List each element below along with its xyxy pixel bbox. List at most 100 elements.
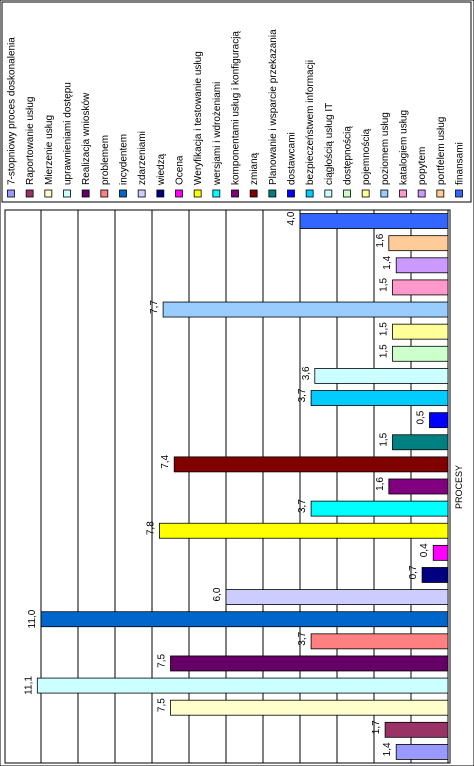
data-label-wiedz: 0,7 (408, 565, 419, 579)
legend-swatch-25 (455, 189, 463, 198)
legend-label-uprawnieniami-dost-pu: uprawnieniami dostępu (63, 82, 74, 185)
bar-ocena (432, 544, 449, 561)
bar-weryfikacja-i-testowanie-us-ug (158, 522, 449, 539)
data-label-7-stopniowy-proces-doskonalenia: 1,4 (382, 742, 393, 756)
legend-label-zdarzeniami: zdarzeniami (137, 131, 148, 185)
legend-label-problemem: problemem (100, 135, 111, 185)
bar-incydentem (40, 611, 449, 628)
bar-wersjami-i-wdro-eniami (310, 500, 449, 517)
legend-label-dostawcami: dostawcami (287, 132, 298, 185)
bar-ci-g-o-ci-us-ug-it (314, 367, 449, 384)
bar-dostawcami (429, 412, 449, 429)
legend-swatch-17 (305, 189, 314, 198)
data-label-poziomem-us-ug: 7,7 (149, 300, 160, 314)
data-label-popytem: 1,4 (382, 255, 393, 269)
bar-uprawnieniami-dost-pu (36, 677, 449, 694)
legend-swatch-16 (287, 189, 295, 198)
legend-swatch-19 (343, 189, 351, 198)
legend-swatch-13 (231, 189, 239, 198)
bar-portfelem-us-ug (388, 235, 449, 252)
legend-label-wiedz: wiedzą (156, 153, 167, 186)
data-label-zdarzeniami: 6,0 (212, 587, 223, 601)
legend-label-poziomem-us-ug: poziomem usług (380, 112, 391, 185)
bar-pojemno-ci (392, 323, 449, 340)
legend-swatch-7 (119, 189, 127, 198)
bar-planowanie-i-wsparcie-przekazania (392, 434, 449, 451)
data-label-pojemno-ci: 1,5 (379, 322, 390, 336)
legend-swatch-2 (25, 189, 34, 198)
legend-swatch-12 (212, 189, 221, 198)
data-label-dost-pno-ci: 1,5 (379, 344, 390, 358)
x-axis-label-group: PROCESY (454, 465, 464, 509)
legend-box (1, 1, 472, 203)
legend-swatch-14 (249, 189, 258, 198)
bar-wiedz (421, 567, 449, 583)
legend-label-7-stopniowy-proces-doskonalenia: 7-stopniowy proces doskonalenia (7, 37, 18, 185)
bar-7-stopniowy-proces-doskonalenia (395, 744, 449, 760)
bar-realizacja-wniosk-w (170, 655, 449, 672)
plot-area: 1,41,77,511,17,53,711,06,00,70,47,83,71,… (4, 209, 451, 764)
legend-swatch-3 (44, 189, 53, 198)
data-label-bezpiecze-stwem-informacji: 3,7 (297, 388, 308, 402)
legend-label-incydentem: incydentem (119, 134, 130, 185)
data-label-incydentem: 11,0 (27, 609, 38, 628)
data-label-zmian: 7,4 (160, 454, 171, 468)
legend-label-ocena: Ocena (175, 155, 186, 185)
legend-label-raportowanie-us-ug: Raportowanie usług (25, 97, 36, 185)
bar-dost-pno-ci (392, 345, 449, 362)
legend-label-komponentami-us-ug-i-konfiguracj: komponentami usług i konfiguracją (231, 31, 242, 185)
legend-label-dost-pno-ci: dostępnością (343, 126, 354, 185)
legend-swatch-10 (175, 189, 183, 198)
legend-label-realizacja-wniosk-w: Realizacja wniosków (81, 92, 92, 185)
bar-mierzenie-us-ug (170, 699, 449, 716)
legend-swatch-18 (324, 189, 333, 198)
legend-swatch-22 (399, 189, 407, 198)
data-label-planowanie-i-wsparcie-przekazania: 1,5 (379, 432, 390, 446)
legend-label-finansami: finansami (455, 142, 466, 185)
legend-label-mierzenie-us-ug: Mierzenie usług (44, 115, 55, 185)
data-label-raportowanie-us-ug: 1,7 (371, 720, 382, 734)
data-label-komponentami-us-ug-i-konfiguracj: 1,6 (375, 477, 386, 491)
bar-zdarzeniami (225, 589, 449, 605)
data-label-uprawnieniami-dost-pu: 11,1 (23, 676, 34, 695)
legend-label-katalogiem-us-ug: katalogiem usług (399, 110, 410, 185)
bar-raportowanie-us-ug (384, 721, 449, 738)
data-label-katalogiem-us-ug: 1,5 (379, 277, 390, 291)
legend-label-wersjami-i-wdro-eniami: wersjami i wdrożeniami (212, 82, 223, 186)
data-label-problemem: 3,7 (297, 631, 308, 645)
x-axis-label: PROCESY (454, 465, 464, 509)
legend-swatch-8 (137, 189, 146, 198)
bar-zmian (173, 456, 449, 473)
bar-popytem (395, 257, 449, 274)
data-label-dostawcami: 0,5 (416, 410, 427, 424)
data-label-weryfikacja-i-testowanie-us-ug: 7,8 (145, 521, 156, 535)
legend-swatch-23 (417, 189, 426, 198)
legend-label-bezpiecze-stwem-informacji: bezpieczeństwem informacji (305, 60, 316, 185)
bar-komponentami-us-ug-i-konfiguracj (388, 478, 449, 495)
legend-label-pojemno-ci: pojemnością (361, 128, 372, 185)
legend-swatch-4 (63, 189, 71, 198)
data-label-ci-g-o-ci-us-ug-it: 3,6 (301, 366, 312, 380)
data-label-realizacja-wniosk-w: 7,5 (157, 654, 168, 668)
legend-swatch-11 (193, 189, 202, 198)
legend: 7-stopniowy proces doskonalenia Raportowa… (1, 1, 472, 203)
legend-swatch-20 (361, 189, 370, 198)
legend-swatch-6 (100, 189, 109, 198)
bar-problemem (310, 633, 449, 650)
bar-poziomem-us-ug (162, 301, 449, 318)
legend-label-planowanie-i-wsparcie-przekazania: Planowanie i wsparcie przekazania (268, 29, 279, 185)
data-label-portfelem-us-ug: 1,6 (375, 233, 386, 247)
legend-swatch-9 (156, 189, 165, 198)
data-label-mierzenie-us-ug: 7,5 (157, 698, 168, 712)
data-label-ocena: 0,4 (419, 543, 430, 557)
legend-label-zmian: zmianą (249, 152, 260, 185)
legend-swatch-5 (81, 189, 90, 198)
legend-swatch-21 (380, 189, 389, 198)
data-label-finansami: 4,0 (286, 211, 297, 225)
bar-katalogiem-us-ug (392, 279, 449, 296)
bar-finansami (299, 213, 449, 229)
legend-swatch-24 (436, 189, 445, 198)
data-label-wersjami-i-wdro-eniami: 3,7 (297, 499, 308, 513)
bar-bezpiecze-stwem-informacji (310, 390, 449, 406)
